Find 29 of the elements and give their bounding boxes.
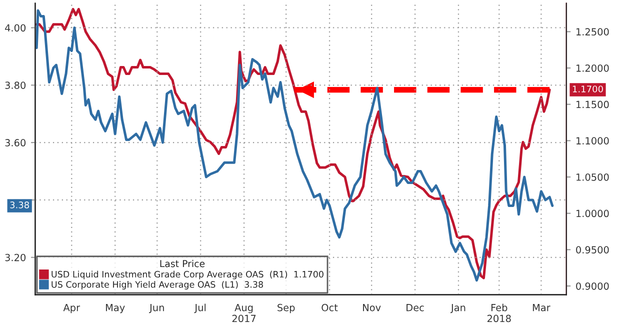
x-tick-label: Jun bbox=[149, 304, 164, 314]
x-tick-label: Aug 2017 bbox=[232, 304, 256, 322]
y-tick-label: 3.60 bbox=[5, 139, 26, 146]
y2-tick-label: 1.1000 bbox=[576, 137, 609, 144]
legend-title: Last Price bbox=[160, 260, 205, 268]
y2-tick-label: 1.2500 bbox=[576, 28, 609, 36]
legend-label: US Corporate High Yield Average OAS (L1) 3.38 bbox=[52, 280, 263, 290]
x-tick-label: Dec bbox=[406, 304, 424, 312]
x-tick-label: Oct bbox=[322, 304, 338, 312]
x-tick-label: May bbox=[106, 304, 125, 314]
y-tick-label: 3.80 bbox=[5, 82, 26, 89]
y2-tick-label: 0.9500 bbox=[576, 246, 609, 254]
text: 1.1700 bbox=[572, 86, 603, 92]
y-tick-label: 4.00 bbox=[5, 24, 26, 32]
y2-tick-label: 1.0500 bbox=[576, 173, 609, 181]
text: 3.38 bbox=[10, 202, 30, 208]
x-tick-label: Sep bbox=[278, 304, 295, 314]
y2-tick-label: 1.0000 bbox=[576, 210, 609, 218]
legend-label: USD Liquid Investment Grade Corp Average OAS (R1) 1.1700 bbox=[52, 270, 324, 280]
y2-tick-label: 0.9000 bbox=[576, 282, 609, 290]
x-tick-label: Nov bbox=[363, 304, 381, 312]
y2-tick-label: 1.2000 bbox=[576, 64, 609, 72]
y-tick-label: 3.20 bbox=[5, 254, 26, 262]
y2-tick-label: 1.1500 bbox=[576, 100, 609, 108]
x-tick-label: Mar bbox=[532, 304, 550, 312]
x-tick-label: Apr bbox=[63, 304, 80, 314]
x-tick-label: Feb 2018 bbox=[487, 304, 511, 322]
x-tick-label: Jul bbox=[194, 304, 206, 314]
x-tick-label: Jan bbox=[450, 304, 466, 314]
